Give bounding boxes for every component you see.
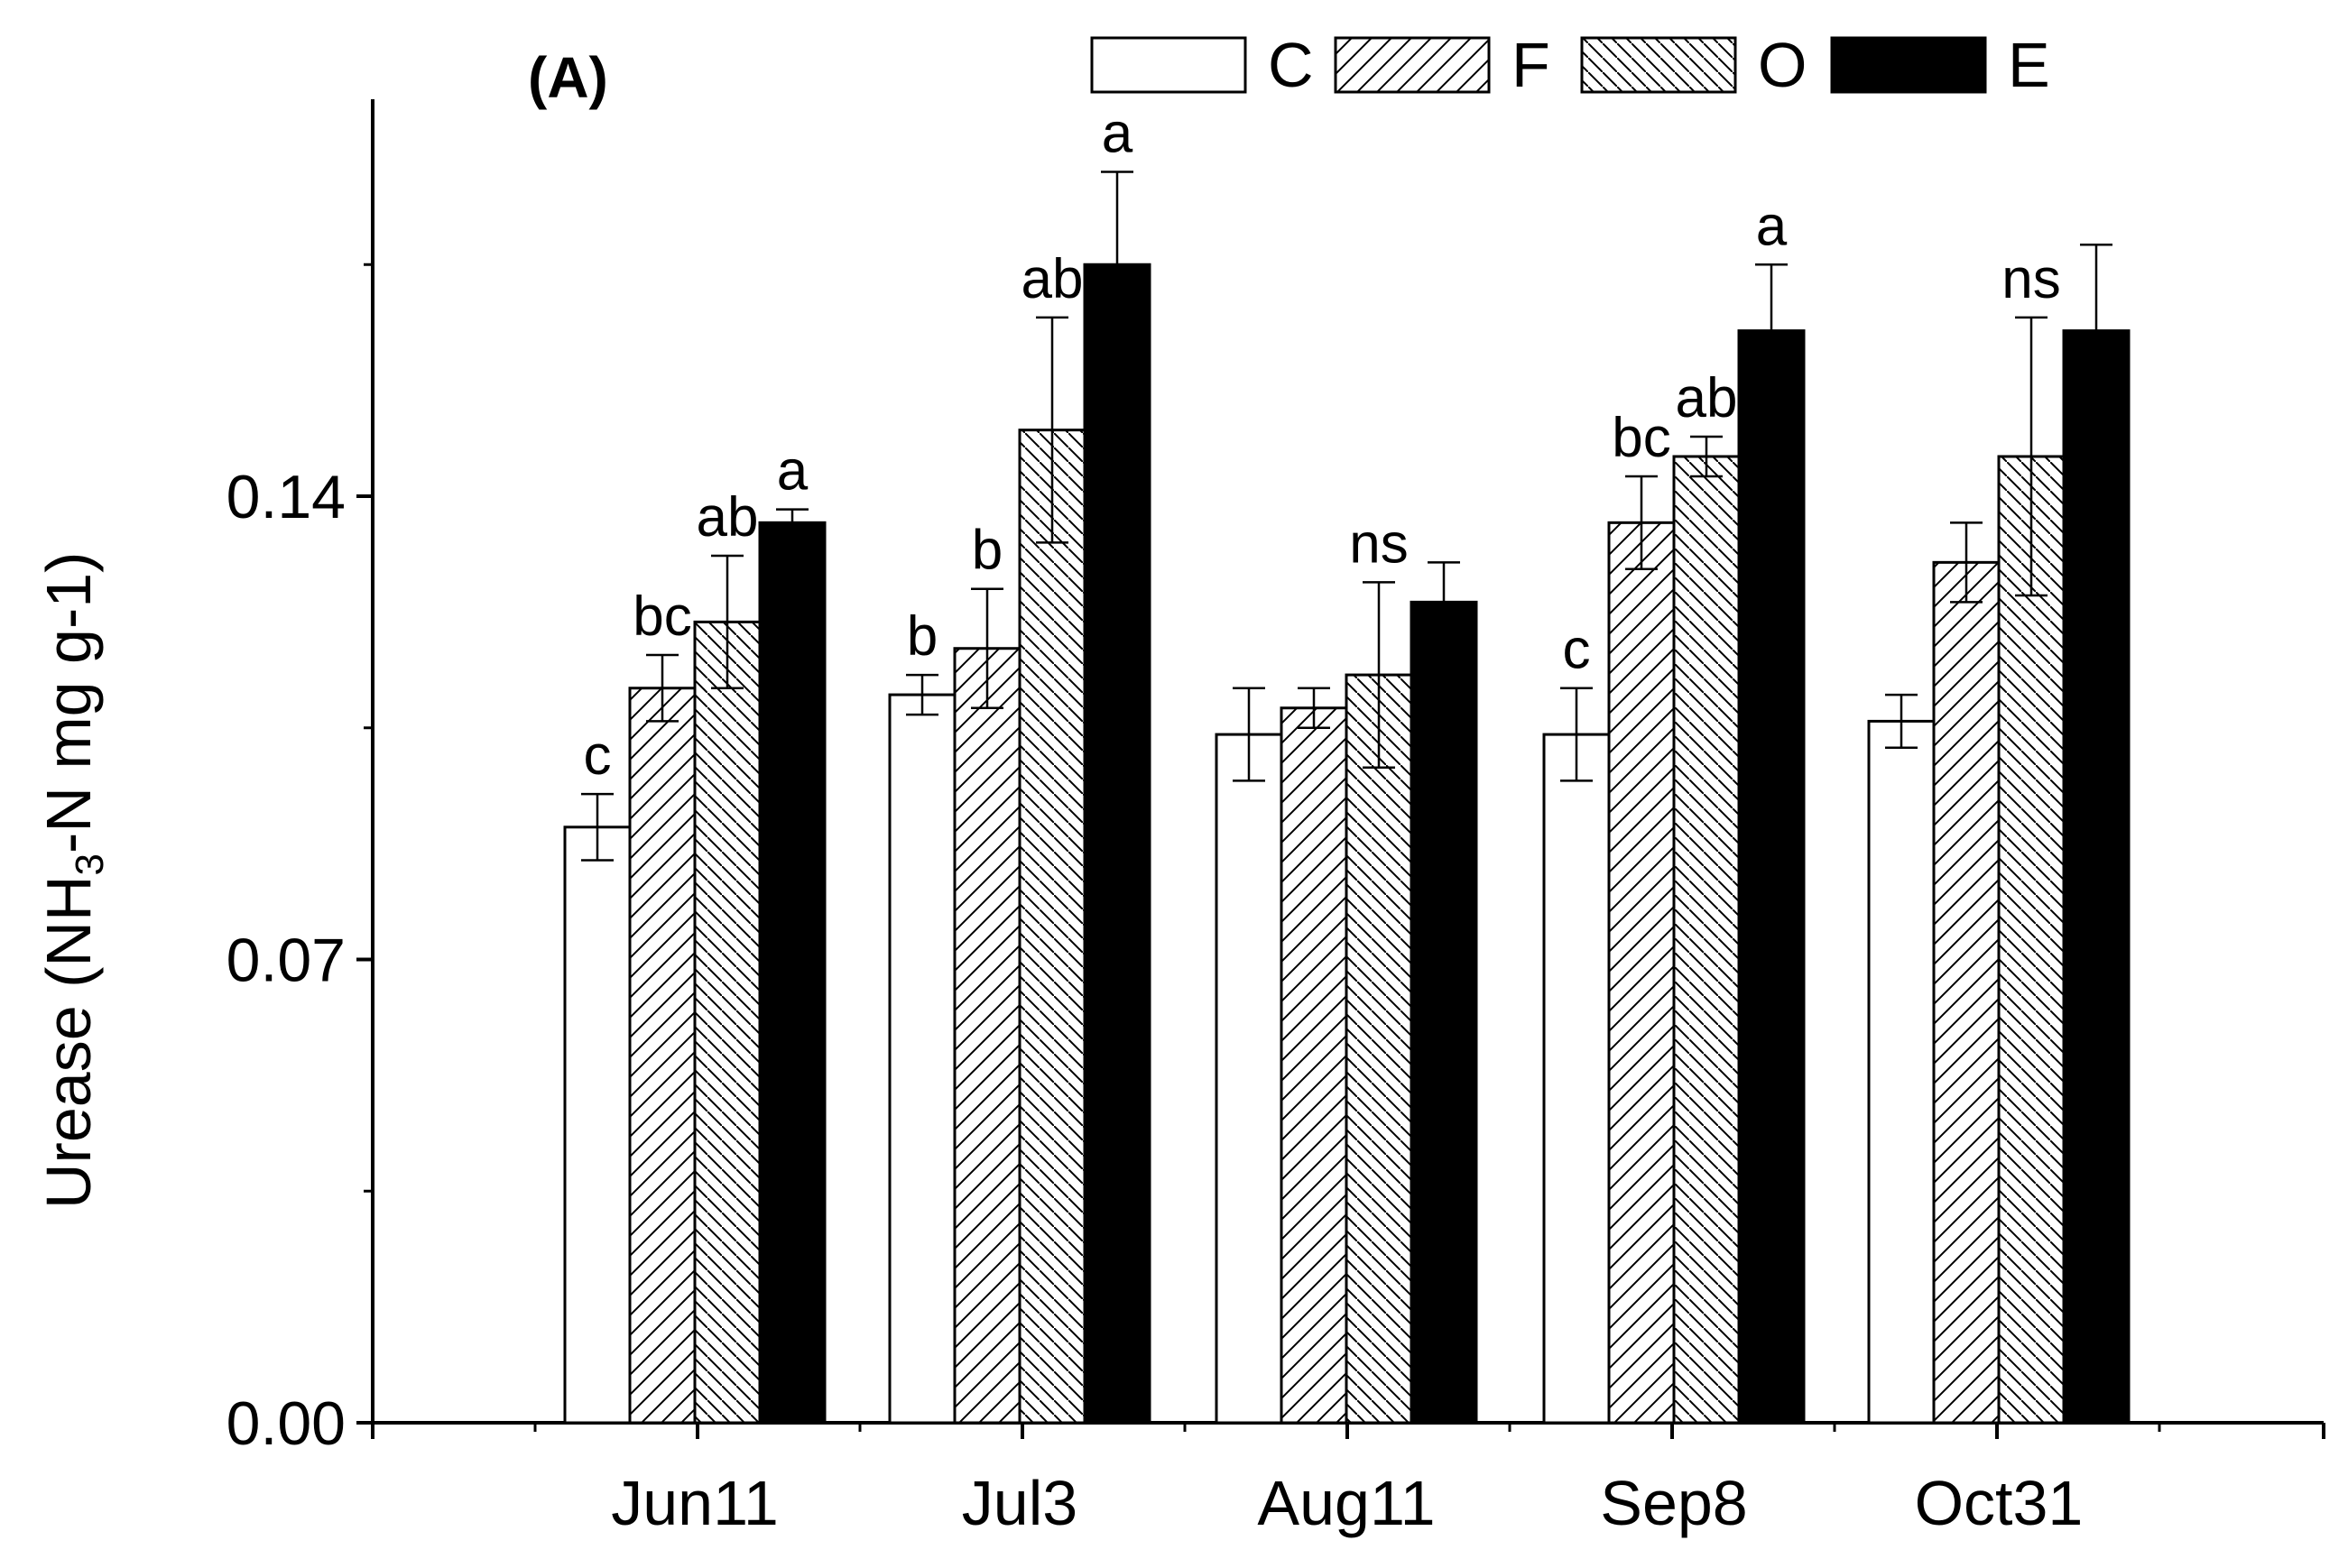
legend-swatch: [1334, 36, 1491, 94]
legend-swatch: [1830, 36, 1987, 94]
error-bar-O-Aug11: [1363, 581, 1395, 770]
y-tick-label: 0.07: [226, 927, 346, 995]
bar-F-Aug11: [1280, 706, 1348, 1425]
legend-label: C: [1268, 30, 1314, 100]
y-tick-label: 0.00: [226, 1389, 346, 1458]
y-tick-label: 0.14: [226, 463, 346, 531]
error-bar-F-Sep8: [1625, 475, 1658, 570]
error-bar-F-Jun11: [646, 653, 679, 723]
error-bars: [581, 171, 2112, 862]
bar-E-Aug11: [1410, 600, 1478, 1425]
significance-letter: bc: [633, 586, 691, 648]
error-bar-O-Jul3: [1036, 316, 1068, 544]
significance-letter: b: [972, 520, 1003, 582]
error-bar-O-Oct31: [2015, 316, 2048, 597]
bar-E-Sep8: [1737, 329, 1806, 1425]
error-bar-C-Oct31: [1885, 693, 1918, 750]
error-bar-E-Jun11: [776, 508, 809, 538]
significance-letter: ab: [697, 486, 759, 549]
error-bar-F-Oct31: [1950, 521, 1983, 604]
x-tick-label: Sep8: [1600, 1468, 1747, 1538]
significance-letter: ab: [1021, 248, 1084, 310]
legend-label: O: [1758, 30, 1807, 100]
legend-item-E: E: [1830, 30, 2050, 100]
bar-C-Oct31: [1867, 719, 1936, 1425]
significance-letter: c: [584, 724, 612, 787]
legend-item-F: F: [1334, 30, 1550, 100]
legend-item-O: O: [1580, 30, 1807, 100]
error-bar-E-Oct31: [2080, 243, 2112, 419]
error-bar-F-Jul3: [971, 587, 1003, 709]
legend-label: E: [2008, 30, 2050, 100]
significance-letter: a: [777, 440, 809, 503]
error-bar-E-Aug11: [1428, 561, 1460, 643]
bar-C-Sep8: [1542, 733, 1611, 1425]
bar-F-Sep8: [1607, 521, 1676, 1425]
error-bar-C-Aug11: [1233, 687, 1265, 782]
legend-swatch: [1580, 36, 1737, 94]
error-bar-C-Jul3: [906, 673, 938, 716]
significance-letter: ns: [2001, 248, 2060, 310]
bar-F-Oct31: [1932, 560, 2001, 1425]
bar-O-Sep8: [1672, 455, 1741, 1425]
error-bar-C-Sep8: [1560, 687, 1593, 782]
significance-letter: c: [1563, 619, 1591, 681]
bar-E-Oct31: [2062, 329, 2131, 1425]
error-bar-E-Jul3: [1101, 171, 1133, 359]
significance-letter: a: [1756, 195, 1788, 257]
significance-letter: a: [1102, 103, 1133, 165]
x-tick-label: Jul3: [962, 1468, 1077, 1538]
error-bar-C-Jun11: [581, 792, 614, 862]
error-bar-E-Sep8: [1755, 263, 1788, 399]
bar-F-Jul3: [953, 647, 1021, 1425]
bar-E-Jun11: [758, 521, 827, 1425]
panel-label: (A): [528, 45, 608, 110]
bar-O-Aug11: [1345, 673, 1413, 1425]
bar-C-Jun11: [563, 826, 632, 1425]
x-tick-label: Aug11: [1257, 1468, 1435, 1538]
axes: 0.00 0.07 0.14 Jun11 Jul3 Aug11 Sep8 Oct31: [226, 99, 2325, 1538]
significance-letter: ab: [1676, 367, 1738, 429]
legend-item-C: C: [1090, 30, 1314, 100]
significance-letter: bc: [1612, 407, 1670, 469]
bar-E-Jul3: [1083, 263, 1151, 1425]
bar-O-Oct31: [1997, 455, 2066, 1425]
bar-C-Jul3: [888, 693, 957, 1425]
error-bar-O-Sep8: [1690, 435, 1723, 478]
bar-C-Aug11: [1215, 733, 1283, 1425]
legend-label: F: [1511, 30, 1550, 100]
error-bar-O-Jun11: [711, 554, 744, 689]
significance-letter: ns: [1349, 512, 1408, 575]
significance-letter: b: [907, 605, 938, 668]
bar-F-Jun11: [628, 687, 697, 1425]
bar-O-Jul3: [1018, 429, 1086, 1425]
legend-swatch: [1090, 36, 1247, 94]
bar-O-Jun11: [693, 620, 762, 1425]
y-axis-title: Urease (NH3-N mg g-1): [33, 552, 112, 1210]
error-bar-F-Aug11: [1298, 687, 1330, 729]
bars: [563, 263, 2131, 1425]
x-tick-label: Oct31: [1915, 1468, 2084, 1538]
x-tick-label: Jun11: [611, 1468, 779, 1538]
